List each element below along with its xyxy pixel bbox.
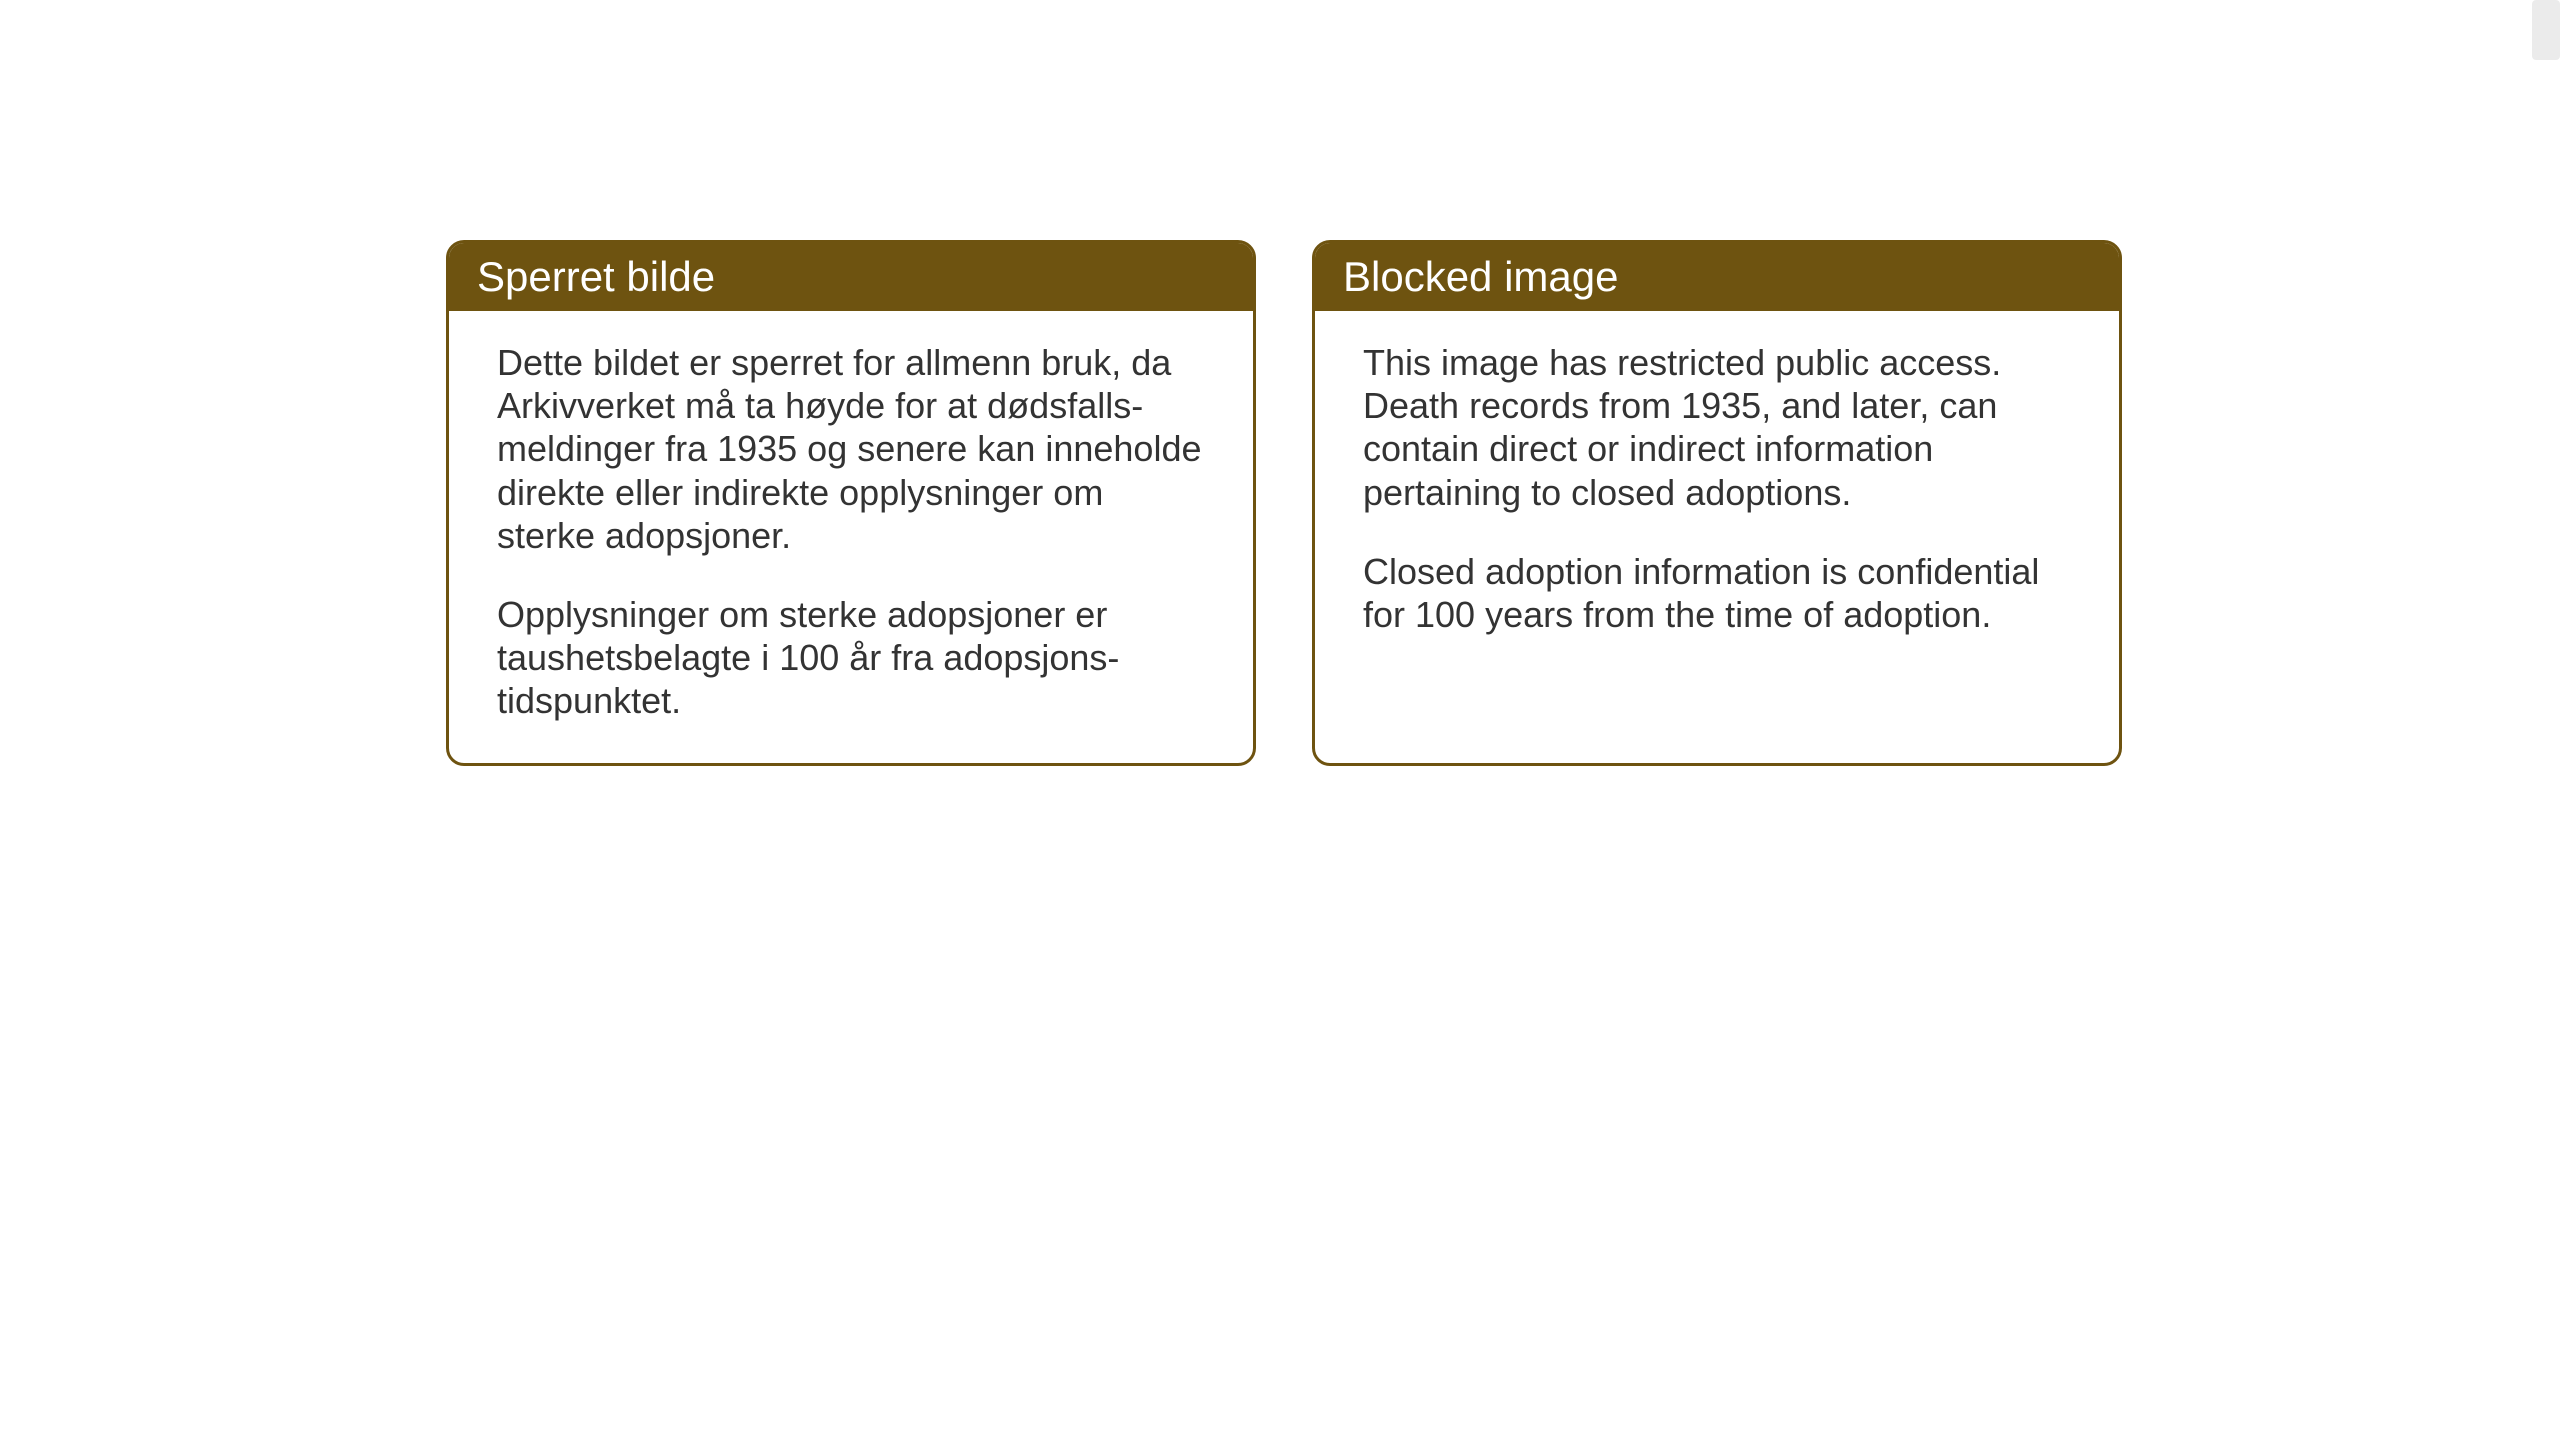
card-norwegian: Sperret bilde Dette bildet er sperret fo…	[446, 240, 1256, 766]
card-english: Blocked image This image has restricted …	[1312, 240, 2122, 766]
cards-container: Sperret bilde Dette bildet er sperret fo…	[0, 0, 2560, 766]
scrollbar-thumb[interactable]	[2532, 0, 2560, 60]
card-body-english: This image has restricted public access.…	[1315, 311, 2119, 711]
card-header-english: Blocked image	[1315, 243, 2119, 311]
paragraph-english-2: Closed adoption information is confident…	[1363, 550, 2071, 636]
card-title-norwegian: Sperret bilde	[477, 253, 715, 300]
paragraph-norwegian-2: Opplysninger om sterke adopsjoner er tau…	[497, 593, 1205, 723]
paragraph-english-1: This image has restricted public access.…	[1363, 341, 2071, 514]
card-header-norwegian: Sperret bilde	[449, 243, 1253, 311]
card-title-english: Blocked image	[1343, 253, 1618, 300]
card-body-norwegian: Dette bildet er sperret for allmenn bruk…	[449, 311, 1253, 763]
paragraph-norwegian-1: Dette bildet er sperret for allmenn bruk…	[497, 341, 1205, 557]
